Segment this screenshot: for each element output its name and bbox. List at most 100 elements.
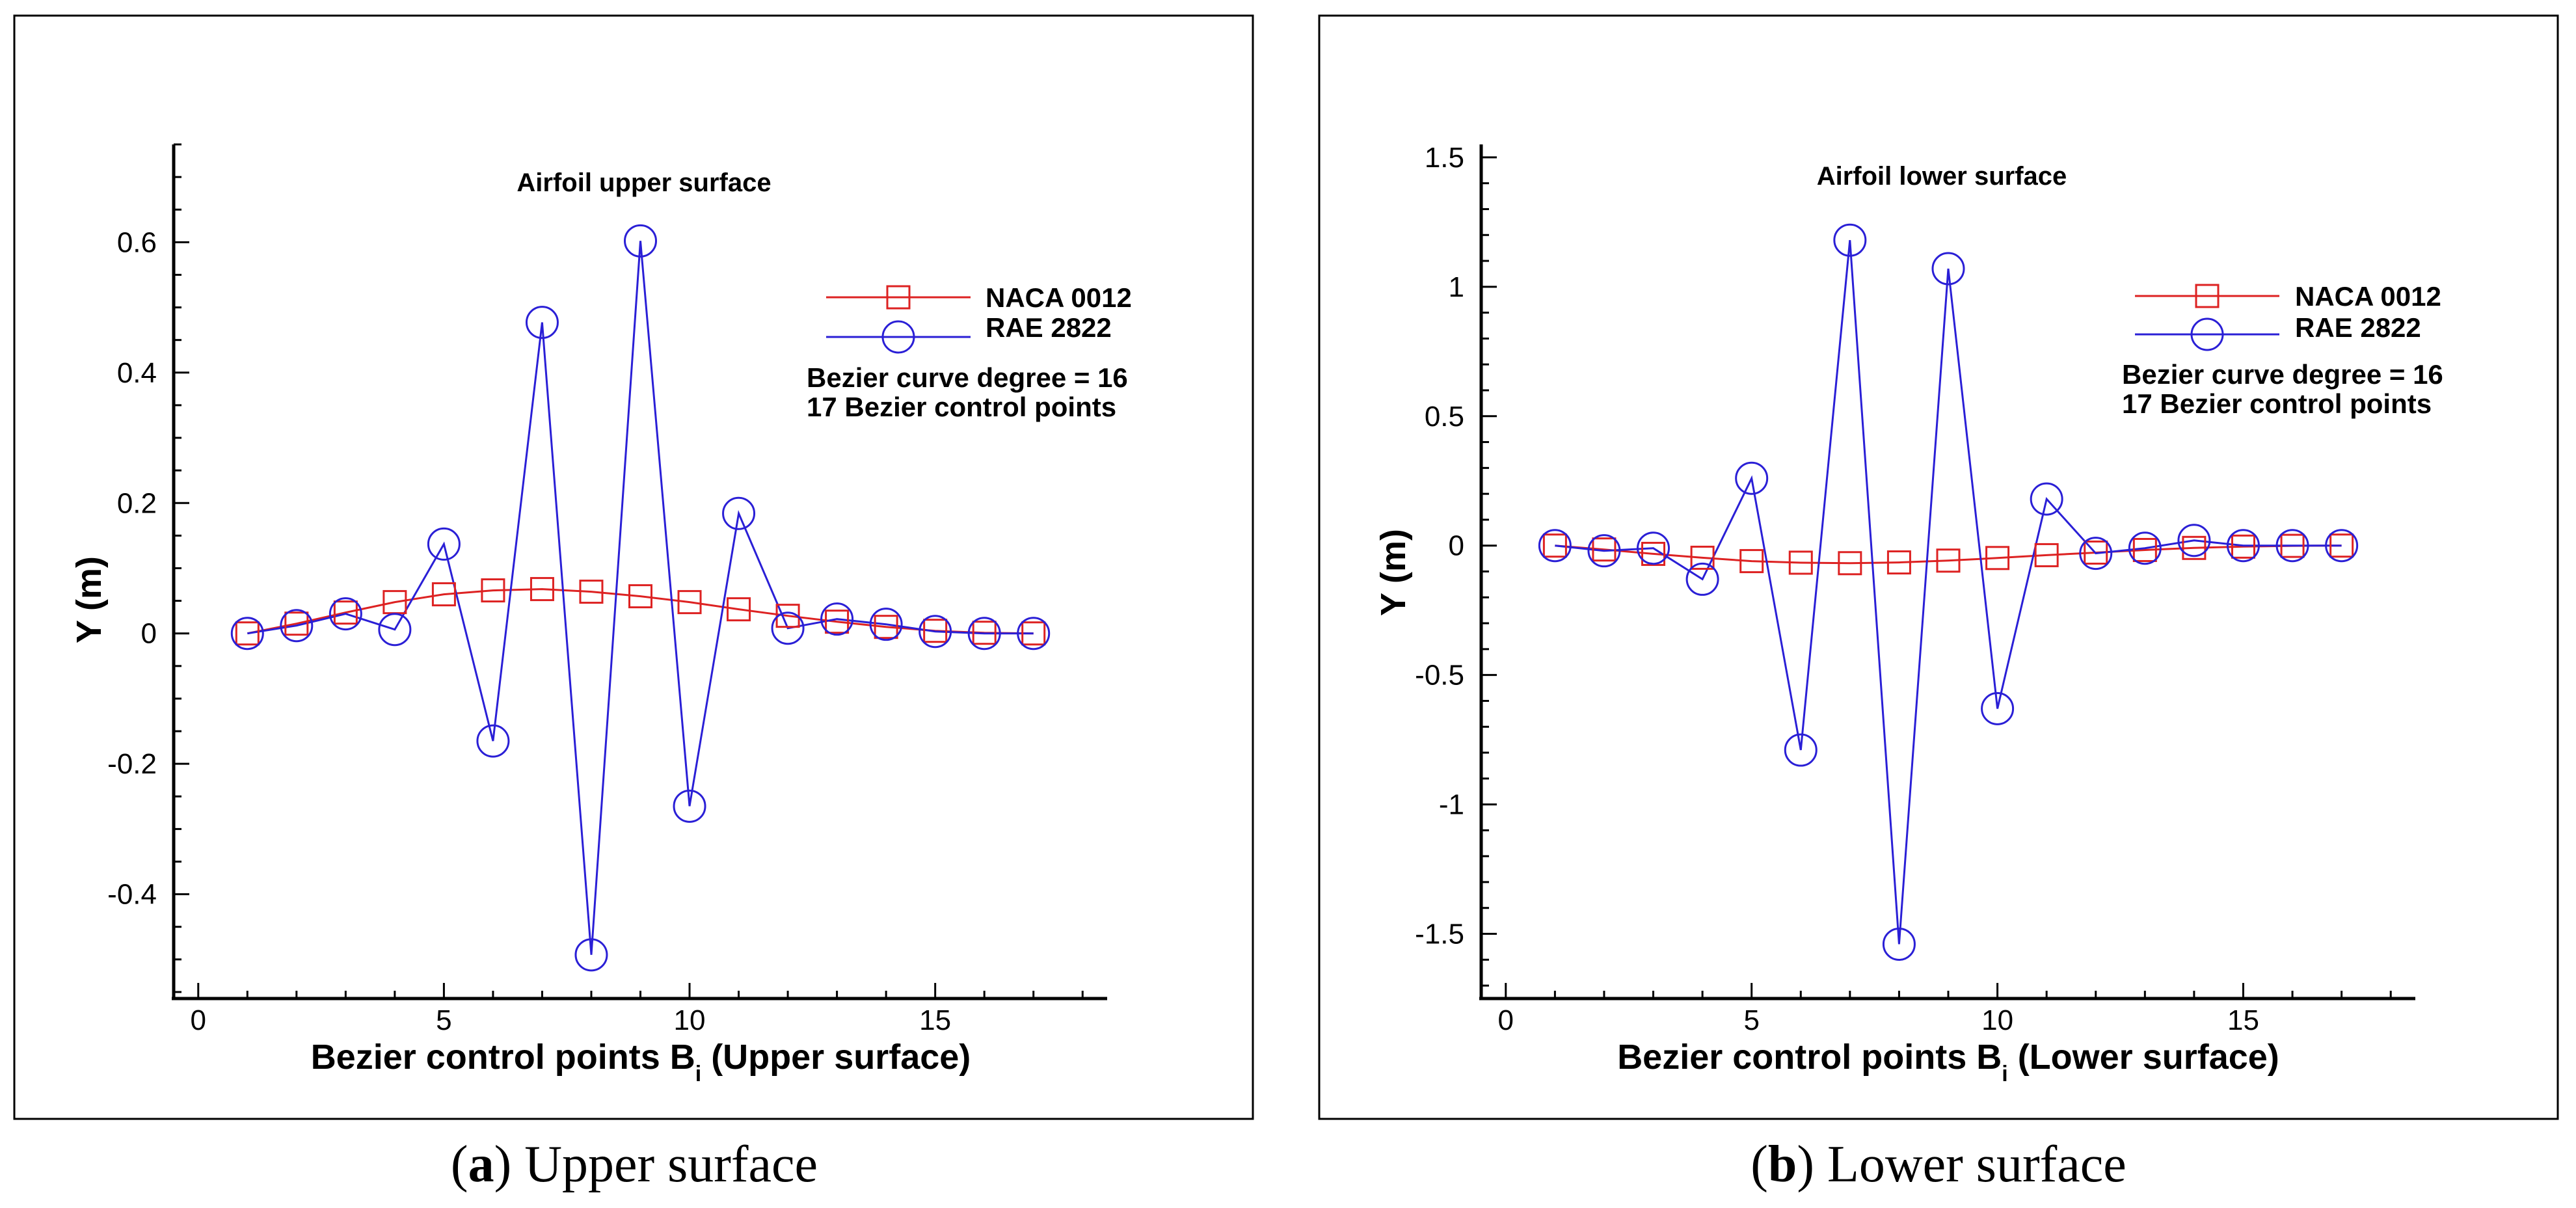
panel-a-series-rae-line (247, 241, 1034, 955)
panel-b-naca-point (2280, 533, 2305, 558)
panel-a-naca-point (923, 619, 948, 643)
panel-b-y-tick-label: -1.5 (1415, 919, 1464, 950)
panel-b-legend: NACA 0012 RAE 2822 Bezier curve degree =… (2122, 281, 2443, 419)
panel-b-naca-point (2084, 540, 2108, 565)
panel-b-naca-point (1985, 546, 2010, 570)
panel-b-series (1538, 223, 2359, 961)
panel-a-naca-point (530, 577, 554, 602)
panel-a-rae-point (967, 617, 1001, 651)
panel-a-naca-point (727, 597, 751, 622)
panel-a-naca-point (972, 621, 997, 645)
panel-b-naca-point (2132, 537, 2157, 562)
panel-a-annotation-count: 17 Bezier control points (807, 392, 1116, 422)
panel-a-x-tick-label: 15 (919, 1004, 951, 1036)
panel-a-naca-point (677, 590, 702, 615)
panel-b-legend-rae-label: RAE 2822 (2295, 312, 2421, 343)
panel-b-naca-point (1788, 550, 1813, 575)
panel-a-rae-point (574, 938, 608, 972)
panel-a-naca-point (333, 600, 358, 625)
panel-b-rae-point (1882, 927, 1916, 961)
panel-b-naca-point (1542, 533, 1567, 558)
panel-a-rae-point (525, 306, 559, 340)
caption-a-letter: a (468, 1136, 494, 1193)
panel-a-x-axis-title: Bezier control points Bi (Upper surface) (311, 1038, 971, 1086)
panel-b-naca-point (2034, 543, 2059, 567)
panel-b-y-tick-label: 0 (1449, 530, 1464, 562)
panel-a-y-tick-label: 0.6 (117, 226, 157, 258)
panel-a: 0 5 10 15 -0.4 -0.2 0 0.2 0.4 0.6 Airfoil upper s… (13, 14, 1254, 1120)
caption-a-close-paren: ) (494, 1136, 525, 1193)
panel-a-legend-rae-marker (881, 320, 915, 354)
panel-b-y-tick-label: -0.5 (1415, 660, 1464, 691)
panel-b-naca-point (1936, 548, 1961, 573)
panel-b-x-tick-label: 0 (1498, 1004, 1514, 1036)
panel-b-naca-point (2182, 535, 2207, 560)
caption-b-letter: b (1768, 1136, 1797, 1193)
panel-a-rae-point (673, 789, 706, 823)
panel-b-naca-point (2231, 534, 2255, 559)
panel-a-rae-point (378, 613, 412, 647)
panel-b-y-axis-title: Y (m) (1374, 529, 1413, 616)
panel-a-x-tick-label: 0 (191, 1004, 206, 1036)
panel-b-rae-point (1833, 223, 1867, 257)
panel-a-rae-point (427, 527, 461, 561)
panel-b-naca-point (1886, 550, 1911, 575)
panel-a-series (230, 224, 1051, 972)
panel-b-rae-point (1685, 562, 1719, 596)
panel-a-rae-point (476, 724, 510, 758)
panel-b-rae-point (1538, 529, 1572, 563)
panel-b-naca-point (1641, 541, 1666, 566)
panel-b-y-tick-label: 1 (1449, 271, 1464, 303)
panel-a-legend: NACA 0012 RAE 2822 Bezier curve degree =… (807, 282, 1132, 422)
panel-a-rae-point (624, 224, 657, 258)
panel-b-rae-point (2079, 537, 2113, 570)
caption-b-open-paren: ( (1751, 1136, 1768, 1193)
panel-a-legend-naca-marker (886, 285, 911, 310)
panel-a-series-naca-line (247, 588, 1034, 635)
panel-a-annotation-degree: Bezier curve degree = 16 (807, 362, 1128, 393)
panel-b-rae-point (1637, 531, 1670, 565)
panel-b-x-axis-title-suffix: (Lower surface) (2008, 1038, 2279, 1077)
panel-a-legend-naca-label: NACA 0012 (986, 282, 1132, 313)
caption-a-open-paren: ( (451, 1136, 468, 1193)
panel-b-chart-title: Airfoil lower surface (1817, 162, 2067, 191)
panel-b-y-tick-label: 0.5 (1425, 401, 1464, 433)
panel-a-y-tick-label: 0.4 (117, 357, 157, 389)
panel-b-series-naca-line (1555, 544, 2342, 565)
panel-a-rae-point (869, 608, 903, 641)
panel-b-naca-point (2329, 533, 2354, 558)
panel-a-naca-point (481, 578, 505, 603)
panel-b-naca-point (1592, 537, 1617, 562)
panel-a-naca-point (628, 584, 652, 609)
panel-a-naca-point (775, 604, 800, 628)
panel-b-rae-point (2177, 524, 2211, 557)
panel-a-y-tick-label: -0.2 (107, 748, 157, 780)
panel-b-rae-point (1981, 691, 2015, 725)
panel-a-x-axis-title-suffix: (Upper surface) (701, 1038, 971, 1077)
panel-a-y-tick-label: 0 (141, 618, 157, 650)
panel-b-naca-point (1739, 549, 1764, 574)
caption-a-text: Upper surface (524, 1136, 818, 1193)
panel-a-rae-point (280, 609, 314, 643)
panel-a-naca-point (579, 580, 604, 604)
panel-a-x-tick-label: 10 (674, 1004, 706, 1036)
caption-a: (a) Upper surface (451, 1136, 818, 1193)
panel-a-naca-point (874, 615, 898, 639)
panel-b-rae-point (2325, 529, 2359, 563)
panel-b-x-tick-label: 5 (1743, 1004, 1759, 1036)
panel-b-x-axis-title-main: Bezier control points B (1617, 1038, 2002, 1077)
panel-a-y-tick-label: -0.4 (107, 879, 157, 911)
panel-b-legend-rae-marker (2190, 317, 2224, 351)
caption-b-close-paren: ) (1797, 1136, 1827, 1193)
panel-b-rae-point (1784, 733, 1818, 767)
panel-a-naca-point (431, 582, 456, 607)
panel-a-rae-point (820, 602, 854, 636)
panel-b-x-axis-title-subscript: i (2002, 1062, 2007, 1086)
caption-b-text: Lower surface (1827, 1136, 2127, 1193)
panel-b-rae-point (2226, 529, 2260, 563)
panel-b: 0 5 10 15 -1.5 -1 -0.5 0 0.5 1 1.5 Airfoil lower s… (1318, 14, 2559, 1120)
panel-a-x-axis-title-main: Bezier control points B (311, 1038, 695, 1077)
panel-a-y-axis-title: Y (m) (70, 556, 109, 643)
panel-b-naca-point (1690, 545, 1715, 570)
